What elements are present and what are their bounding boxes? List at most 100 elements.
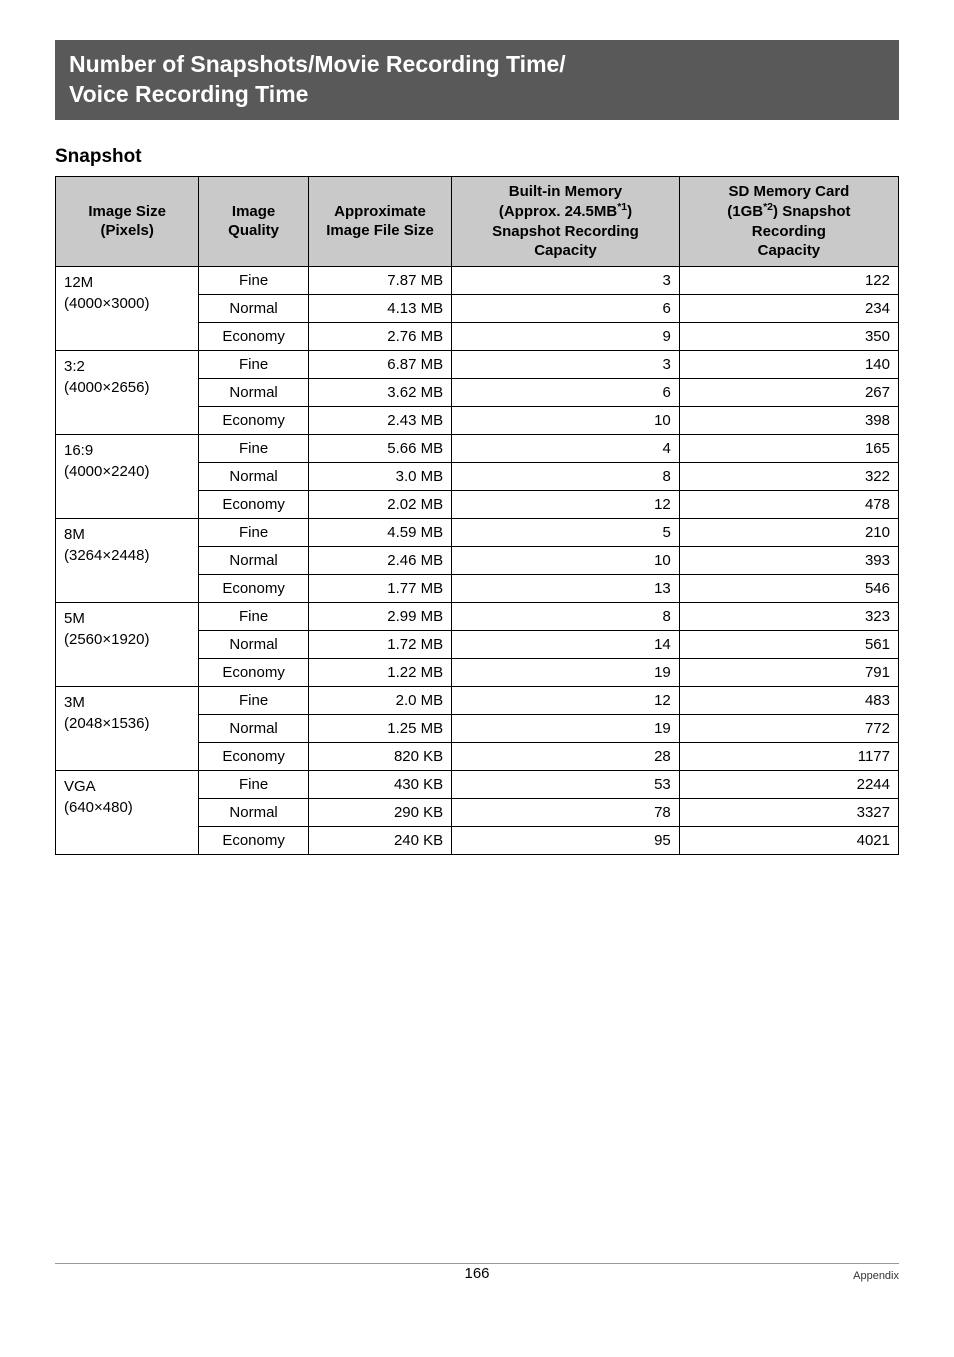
cell-builtin-capacity: 10 bbox=[452, 406, 680, 434]
th-image-size: Image Size (Pixels) bbox=[56, 176, 199, 266]
cell-builtin-capacity: 12 bbox=[452, 490, 680, 518]
cell-filesize: 2.02 MB bbox=[308, 490, 451, 518]
cell-builtin-capacity: 28 bbox=[452, 742, 680, 770]
cell-quality: Normal bbox=[199, 462, 309, 490]
table-row: VGA(640×480)Fine430 KB532244 bbox=[56, 770, 899, 798]
cell-filesize: 2.76 MB bbox=[308, 322, 451, 350]
cell-filesize: 290 KB bbox=[308, 798, 451, 826]
cell-builtin-capacity: 14 bbox=[452, 630, 680, 658]
section-title-line1: Number of Snapshots/Movie Recording Time… bbox=[69, 51, 566, 77]
cell-sd-capacity: 140 bbox=[679, 350, 898, 378]
page-number: 166 bbox=[55, 1265, 899, 1282]
cell-quality: Fine bbox=[199, 770, 309, 798]
image-size-label: 3M bbox=[64, 692, 190, 713]
cell-filesize: 2.99 MB bbox=[308, 602, 451, 630]
cell-quality: Fine bbox=[199, 266, 309, 294]
cell-builtin-capacity: 8 bbox=[452, 602, 680, 630]
image-size-dims: (4000×2240) bbox=[64, 461, 190, 482]
image-size-label: 8M bbox=[64, 524, 190, 545]
cell-sd-capacity: 3327 bbox=[679, 798, 898, 826]
cell-quality: Normal bbox=[199, 630, 309, 658]
cell-filesize: 7.87 MB bbox=[308, 266, 451, 294]
cell-quality: Fine bbox=[199, 686, 309, 714]
cell-sd-capacity: 478 bbox=[679, 490, 898, 518]
snapshot-heading: Snapshot bbox=[55, 146, 899, 168]
cell-builtin-capacity: 19 bbox=[452, 658, 680, 686]
cell-quality: Fine bbox=[199, 602, 309, 630]
cell-filesize: 1.77 MB bbox=[308, 574, 451, 602]
section-title-band: Number of Snapshots/Movie Recording Time… bbox=[55, 40, 899, 120]
cell-builtin-capacity: 5 bbox=[452, 518, 680, 546]
cell-builtin-capacity: 95 bbox=[452, 826, 680, 854]
cell-filesize: 2.0 MB bbox=[308, 686, 451, 714]
table-row: 12M(4000×3000)Fine7.87 MB3122 bbox=[56, 266, 899, 294]
image-size-dims: (2560×1920) bbox=[64, 629, 190, 650]
cell-builtin-capacity: 78 bbox=[452, 798, 680, 826]
cell-quality: Economy bbox=[199, 742, 309, 770]
table-row: 3:2(4000×2656)Fine6.87 MB3140 bbox=[56, 350, 899, 378]
cell-filesize: 6.87 MB bbox=[308, 350, 451, 378]
cell-builtin-capacity: 6 bbox=[452, 294, 680, 322]
cell-sd-capacity: 323 bbox=[679, 602, 898, 630]
cell-quality: Economy bbox=[199, 826, 309, 854]
cell-builtin-capacity: 6 bbox=[452, 378, 680, 406]
image-size-dims: (640×480) bbox=[64, 797, 190, 818]
th-image-quality: Image Quality bbox=[199, 176, 309, 266]
cell-sd-capacity: 322 bbox=[679, 462, 898, 490]
cell-quality: Economy bbox=[199, 406, 309, 434]
image-size-label: 3:2 bbox=[64, 356, 190, 377]
cell-sd-capacity: 561 bbox=[679, 630, 898, 658]
cell-sd-capacity: 398 bbox=[679, 406, 898, 434]
cell-filesize: 3.0 MB bbox=[308, 462, 451, 490]
table-row: 3M(2048×1536)Fine2.0 MB12483 bbox=[56, 686, 899, 714]
cell-quality: Fine bbox=[199, 434, 309, 462]
cell-sd-capacity: 350 bbox=[679, 322, 898, 350]
cell-sd-capacity: 772 bbox=[679, 714, 898, 742]
cell-sd-capacity: 393 bbox=[679, 546, 898, 574]
cell-filesize: 5.66 MB bbox=[308, 434, 451, 462]
table-row: 5M(2560×1920)Fine2.99 MB8323 bbox=[56, 602, 899, 630]
page-footer: 166 Appendix bbox=[55, 1263, 899, 1282]
image-size-dims: (4000×2656) bbox=[64, 377, 190, 398]
cell-image-size: 12M(4000×3000) bbox=[56, 266, 199, 350]
cell-sd-capacity: 122 bbox=[679, 266, 898, 294]
snapshot-table: Image Size (Pixels) Image Quality Approx… bbox=[55, 176, 899, 855]
cell-image-size: VGA(640×480) bbox=[56, 770, 199, 854]
table-row: 16:9(4000×2240)Fine5.66 MB4165 bbox=[56, 434, 899, 462]
cell-filesize: 1.22 MB bbox=[308, 658, 451, 686]
cell-builtin-capacity: 13 bbox=[452, 574, 680, 602]
cell-filesize: 820 KB bbox=[308, 742, 451, 770]
cell-builtin-capacity: 3 bbox=[452, 350, 680, 378]
cell-filesize: 2.46 MB bbox=[308, 546, 451, 574]
cell-filesize: 240 KB bbox=[308, 826, 451, 854]
cell-quality: Normal bbox=[199, 714, 309, 742]
cell-builtin-capacity: 12 bbox=[452, 686, 680, 714]
th-sd-card: SD Memory Card (1GB*2) Snapshot Recordin… bbox=[679, 176, 898, 266]
cell-quality: Economy bbox=[199, 658, 309, 686]
cell-quality: Normal bbox=[199, 378, 309, 406]
image-size-dims: (3264×2448) bbox=[64, 545, 190, 566]
cell-sd-capacity: 165 bbox=[679, 434, 898, 462]
cell-builtin-capacity: 19 bbox=[452, 714, 680, 742]
th-approx-file-size: Approximate Image File Size bbox=[308, 176, 451, 266]
cell-builtin-capacity: 4 bbox=[452, 434, 680, 462]
cell-sd-capacity: 546 bbox=[679, 574, 898, 602]
cell-builtin-capacity: 10 bbox=[452, 546, 680, 574]
cell-quality: Economy bbox=[199, 322, 309, 350]
cell-quality: Normal bbox=[199, 798, 309, 826]
section-title-line2: Voice Recording Time bbox=[69, 81, 308, 107]
image-size-label: VGA bbox=[64, 776, 190, 797]
cell-builtin-capacity: 9 bbox=[452, 322, 680, 350]
cell-sd-capacity: 4021 bbox=[679, 826, 898, 854]
cell-quality: Fine bbox=[199, 350, 309, 378]
cell-image-size: 8M(3264×2448) bbox=[56, 518, 199, 602]
image-size-label: 12M bbox=[64, 272, 190, 293]
cell-image-size: 3:2(4000×2656) bbox=[56, 350, 199, 434]
cell-filesize: 1.25 MB bbox=[308, 714, 451, 742]
image-size-label: 5M bbox=[64, 608, 190, 629]
cell-builtin-capacity: 3 bbox=[452, 266, 680, 294]
cell-sd-capacity: 267 bbox=[679, 378, 898, 406]
cell-sd-capacity: 234 bbox=[679, 294, 898, 322]
cell-sd-capacity: 791 bbox=[679, 658, 898, 686]
cell-sd-capacity: 210 bbox=[679, 518, 898, 546]
